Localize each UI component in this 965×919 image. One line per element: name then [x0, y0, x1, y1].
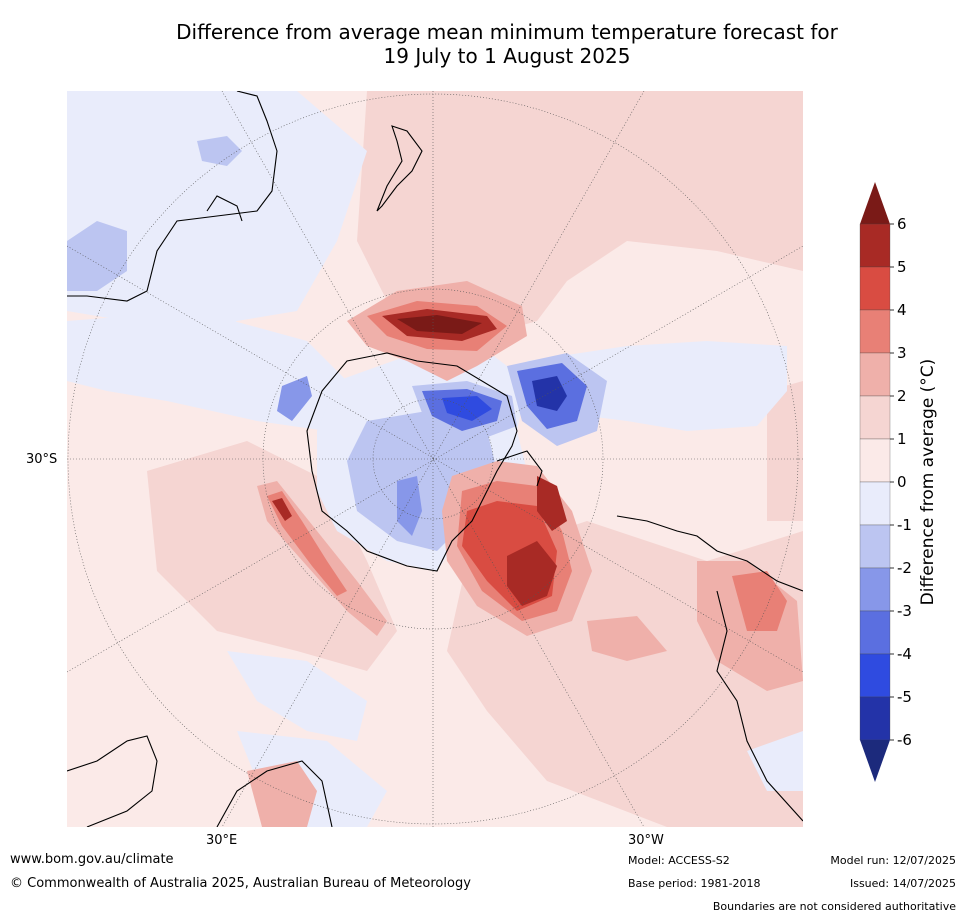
- anomaly-zone-gt6-warm-north: [397, 315, 482, 334]
- anomaly-zone-m2-m1-west: [277, 376, 312, 421]
- colorbar-svg: 6 5 4 3 2 1 0 -1 -2 -3 -4 -5 -6: [859, 182, 912, 782]
- colorbar-tick-label: 5: [897, 258, 907, 276]
- map-svg: [67, 91, 803, 827]
- anomaly-zone-m5-m4-core-west: [442, 396, 492, 421]
- colorbar-tick-label: 0: [897, 473, 907, 491]
- anomaly-zone-1-2-east: [767, 381, 803, 521]
- colorbar-tick-label: -6: [897, 731, 912, 749]
- coastline-africa: [67, 735, 333, 827]
- colorbar-extend-top: [860, 182, 890, 224]
- label-30w: 30°W: [628, 833, 664, 848]
- anomaly-zone-m2-m1-australia: [197, 136, 242, 166]
- coastlines: [67, 91, 803, 827]
- anomaly-zone-5-6-warm-atlantic: [507, 541, 557, 606]
- footer-issued: Issued: 14/07/2025: [849, 877, 956, 890]
- anomaly-zone-2-3-africa: [247, 761, 317, 827]
- footer-base-period: Base period: 1981-2018: [628, 877, 761, 890]
- anomaly-zone-m1-0-east: [747, 731, 803, 791]
- anomaly-zone-5-6-indian-streak: [272, 498, 292, 521]
- anomaly-zone-m1-0-africa-west: [237, 731, 387, 827]
- title-line-1: Difference from average mean minimum tem…: [176, 20, 838, 44]
- colorbar-tick-label: 3: [897, 344, 907, 362]
- footer-url[interactable]: www.bom.gov.au/climate: [10, 852, 174, 867]
- meridian-30: [221, 91, 645, 827]
- coastline-australia-south: [206, 195, 243, 222]
- colorbar-label: Difference from average (°C): [918, 358, 938, 606]
- colorbar-extend-bottom: [860, 740, 890, 782]
- anomaly-zone-2-3-south-pacific: [587, 616, 667, 661]
- colorbar-band-4_5: [859, 266, 891, 311]
- coastline-antarctica: [306, 352, 518, 572]
- title-line-2: 19 July to 1 August 2025: [383, 44, 631, 68]
- colorbar-tick-label: 4: [897, 301, 907, 319]
- coastline-south-america: [616, 515, 803, 822]
- colorbar-band-m5_m4: [859, 653, 891, 698]
- label-30s: 30°S: [26, 452, 58, 467]
- colorbar-tick-label: -1: [897, 516, 912, 534]
- colorbar-band-m6_m5: [859, 696, 891, 741]
- colorbar: 6 5 4 3 2 1 0 -1 -2 -3 -4 -5 -6: [855, 180, 965, 790]
- anomaly-zone-m3-m2-antarctica: [397, 476, 422, 536]
- footer-model-run: Model run: 12/07/2025: [830, 854, 956, 867]
- colorbar-tick-label: -3: [897, 602, 912, 620]
- colorbar-tick-label: 6: [897, 215, 907, 233]
- anomaly-zone-m6-m5-core-east: [532, 376, 567, 411]
- colorbar-band-m3_m2: [859, 567, 891, 612]
- colorbar-tick-label: -2: [897, 559, 912, 577]
- colorbar-tick-label: -5: [897, 688, 912, 706]
- coastline-australia: [67, 91, 278, 302]
- colorbar-band-5_6: [859, 223, 891, 268]
- coastline-new-zealand: [376, 125, 423, 212]
- colorbar-band-2_3: [859, 352, 891, 397]
- anomaly-zone-1-2-pacific: [357, 91, 803, 341]
- coastline-antarctic-peninsula: [496, 450, 543, 487]
- anomaly-zone-5-6-warm-peninsula: [537, 476, 567, 531]
- colorbar-tick-label: 1: [897, 430, 907, 448]
- meridian-m60: [67, 245, 803, 673]
- forecast-map: [67, 91, 803, 827]
- colorbar-band-m2_m1: [859, 524, 891, 569]
- colorbar-tick-label: 2: [897, 387, 907, 405]
- graticule: [67, 91, 803, 827]
- anomaly-zone-m1-0-west-edge: [67, 221, 127, 291]
- colorbar-band-3_4: [859, 309, 891, 354]
- colorbar-tick-label: -4: [897, 645, 912, 663]
- footer-model: Model: ACCESS-S2: [628, 854, 730, 867]
- colorbar-band-0_1: [859, 438, 891, 483]
- colorbar-band-m1_0: [859, 481, 891, 526]
- anomaly-zone-m1-0-south: [227, 651, 367, 741]
- colorbar-band-1_2: [859, 395, 891, 440]
- colorbar-band-m4_m3: [859, 610, 891, 655]
- anomaly-zone-3-4-south-america: [732, 571, 787, 631]
- label-30e: 30°E: [206, 833, 238, 848]
- meridian-60: [67, 245, 803, 673]
- footer-copyright: © Commonwealth of Australia 2025, Austra…: [10, 876, 471, 891]
- graticule-circle-60s: [262, 288, 604, 630]
- meridian-m30: [221, 91, 645, 827]
- footer-disclaimer: Boundaries are not considered authoritat…: [712, 900, 956, 913]
- chart-title: Difference from average mean minimum tem…: [0, 20, 965, 68]
